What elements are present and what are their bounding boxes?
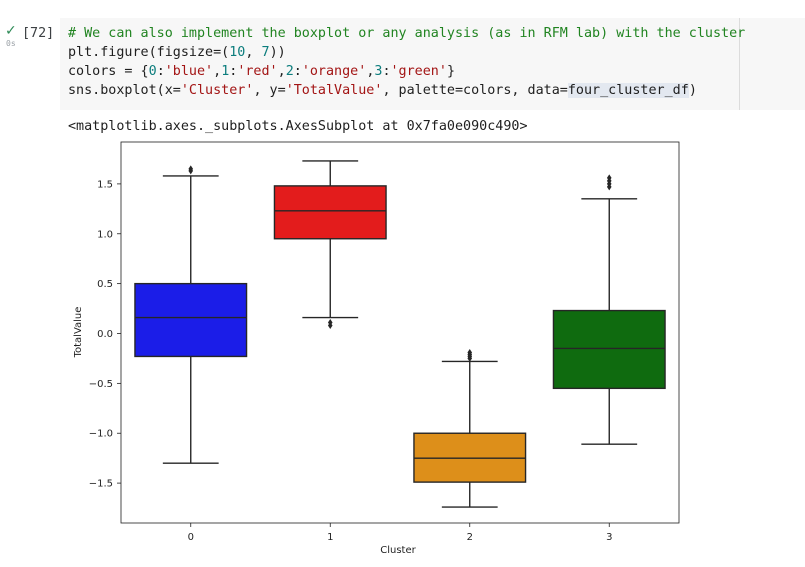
code-string: 'TotalValue' (285, 83, 383, 98)
box-group-cluster-3 (552, 174, 666, 445)
outlier-marker (467, 354, 473, 362)
outlier-marker (327, 319, 333, 327)
code-token: sns.boxplot(x= (68, 83, 181, 98)
x-axis-label: Cluster (380, 545, 416, 556)
y-tick-label: −1.0 (89, 429, 113, 440)
y-axis: 1.5 1.0 0.5 0.0 −0.5 −1.0 −1.5 (89, 179, 121, 490)
box-iqr (134, 282, 248, 358)
box-group-cluster-1 (273, 160, 387, 330)
code-token: , (366, 64, 375, 79)
variable-highlight[interactable]: four_cluster_df (567, 83, 689, 98)
code-line-1: # We can also implement the boxplot or a… (68, 24, 745, 43)
execution-count: [72] (22, 26, 55, 41)
box-iqr (552, 309, 666, 390)
box-iqr (273, 185, 387, 240)
box-group-cluster-2 (413, 348, 527, 508)
code-number: 2 (285, 64, 294, 79)
y-tick-label: 1.5 (97, 179, 113, 190)
x-tick-label: 2 (467, 532, 473, 543)
y-tick-label: 1.0 (97, 229, 113, 240)
y-axis-label: TotalValue (73, 307, 84, 359)
code-token: , (213, 64, 222, 79)
x-axis: 0 1 2 3 (188, 523, 612, 543)
output-repr: <matplotlib.axes._subplots.AxesSubplot a… (68, 119, 528, 134)
code-token: } (446, 64, 455, 79)
code-token: : (229, 64, 238, 79)
y-tick-label: 0.5 (97, 279, 113, 290)
code-token: ) (688, 83, 697, 98)
x-tick-label: 0 (188, 532, 194, 543)
code-number: 1 (221, 64, 230, 79)
code-token: : (382, 64, 391, 79)
code-number: 7 (261, 45, 270, 60)
y-tick-label: 0.0 (97, 329, 113, 340)
box-group-cluster-0 (134, 165, 248, 464)
run-time: 0s (6, 39, 16, 48)
code-number: 3 (374, 64, 383, 79)
code-cell[interactable]: ✓ 0s [72] # We can also implement the bo… (0, 0, 805, 110)
outlier-marker (188, 165, 194, 173)
outlier-marker (606, 174, 612, 182)
code-number: 0 (148, 64, 157, 79)
checkmark-icon: ✓ (5, 23, 17, 39)
code-line-3: colors = {0:'blue',1:'red',2:'orange',3:… (68, 62, 745, 81)
code-number: 10 (229, 45, 246, 60)
code-token: , (277, 64, 286, 79)
code-line-2: plt.figure(figsize=(10, 7)) (68, 43, 745, 62)
code-token: , (245, 45, 262, 60)
code-string: 'Cluster' (180, 83, 254, 98)
code-token: )) (269, 45, 286, 60)
code-string: 'orange' (301, 64, 367, 79)
x-tick-label: 1 (327, 532, 333, 543)
y-tick-label: −0.5 (89, 379, 113, 390)
code-token: colors = { (68, 64, 149, 79)
code-comment: # We can also implement the boxplot or a… (68, 26, 746, 41)
code-string: 'red' (237, 64, 278, 79)
code-string: 'blue' (164, 64, 214, 79)
code-string: 'green' (390, 64, 447, 79)
cell-divider (739, 18, 740, 110)
y-tick-label: −1.5 (89, 479, 113, 490)
code-lines[interactable]: # We can also implement the boxplot or a… (68, 24, 745, 100)
x-tick-label: 3 (606, 532, 612, 543)
code-line-4: sns.boxplot(x='Cluster', y='TotalValue',… (68, 81, 745, 100)
code-token: : (293, 64, 302, 79)
code-token: : (156, 64, 165, 79)
code-token: plt.figure(figsize=( (68, 45, 230, 60)
code-token: , palette=colors, data= (382, 83, 568, 98)
boxes-layer (134, 160, 666, 508)
boxplot-figure: 1.5 1.0 0.5 0.0 −0.5 −1.0 −1.5 0 1 2 3 Cluster To… (73, 141, 680, 556)
code-token: , y= (253, 83, 286, 98)
